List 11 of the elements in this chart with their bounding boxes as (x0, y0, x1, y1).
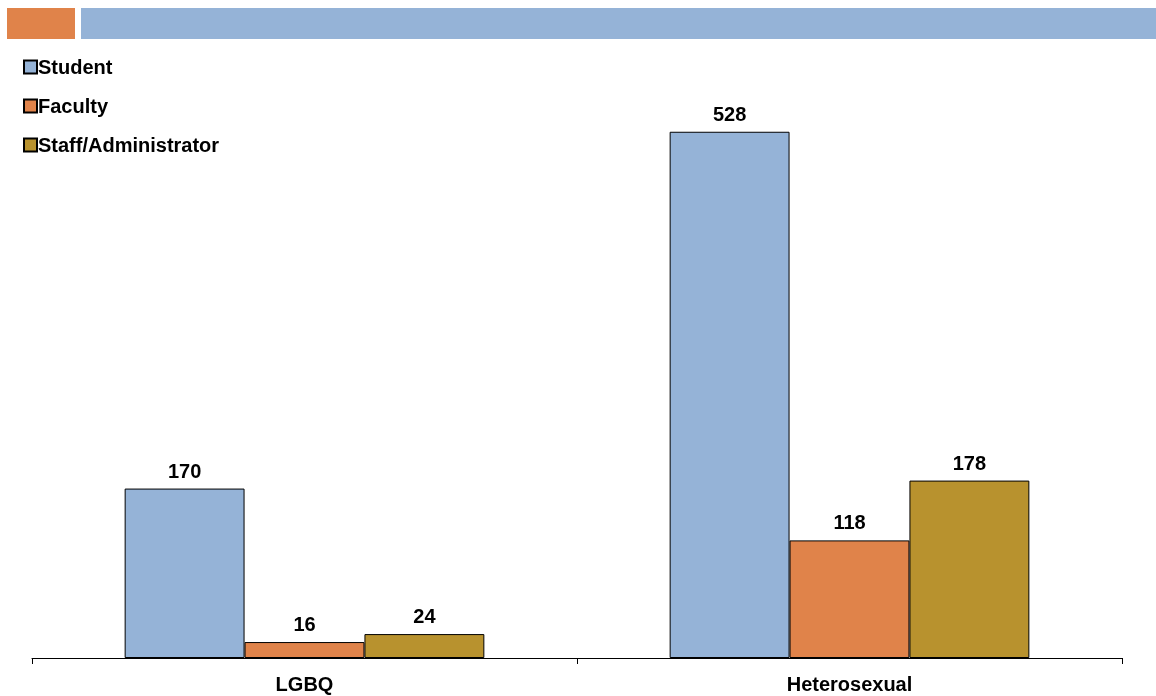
x-tick-label: Heterosexual (786, 673, 913, 695)
data-label: 170 (167, 459, 202, 482)
data-label: 118 (833, 511, 866, 534)
data-label: 24 (413, 605, 437, 628)
data-label: 16 (293, 613, 316, 636)
x-tick-label: LGBQ (275, 673, 334, 695)
legend-label: Student (38, 56, 113, 78)
data-label: 178 (952, 451, 987, 474)
legend-label: Staff/Administrator (38, 134, 220, 156)
legend-label: Faculty (38, 95, 109, 117)
data-label: 528 (712, 102, 747, 125)
